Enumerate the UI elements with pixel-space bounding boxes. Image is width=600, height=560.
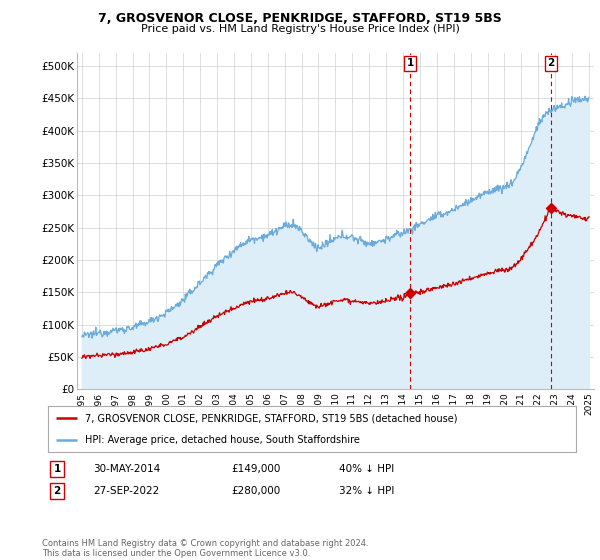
Text: 1: 1 [406,58,414,68]
Text: 32% ↓ HPI: 32% ↓ HPI [339,486,394,496]
Text: 7, GROSVENOR CLOSE, PENKRIDGE, STAFFORD, ST19 5BS (detached house): 7, GROSVENOR CLOSE, PENKRIDGE, STAFFORD,… [85,413,457,423]
Text: £149,000: £149,000 [231,464,280,474]
Text: HPI: Average price, detached house, South Staffordshire: HPI: Average price, detached house, Sout… [85,435,360,445]
Text: £280,000: £280,000 [231,486,280,496]
Text: 2: 2 [53,486,61,496]
Text: 40% ↓ HPI: 40% ↓ HPI [339,464,394,474]
Text: 27-SEP-2022: 27-SEP-2022 [93,486,159,496]
Text: 7, GROSVENOR CLOSE, PENKRIDGE, STAFFORD, ST19 5BS: 7, GROSVENOR CLOSE, PENKRIDGE, STAFFORD,… [98,12,502,25]
Text: 30-MAY-2014: 30-MAY-2014 [93,464,160,474]
Text: Contains HM Land Registry data © Crown copyright and database right 2024.
This d: Contains HM Land Registry data © Crown c… [42,539,368,558]
Text: 1: 1 [53,464,61,474]
Text: Price paid vs. HM Land Registry's House Price Index (HPI): Price paid vs. HM Land Registry's House … [140,24,460,34]
Text: 2: 2 [547,58,554,68]
